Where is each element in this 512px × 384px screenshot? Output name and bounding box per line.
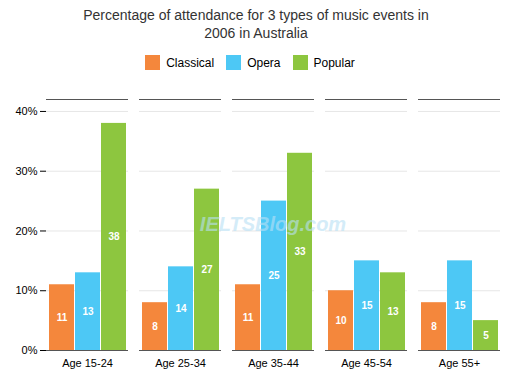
svg-text:40%: 40%: [15, 105, 37, 117]
svg-text:30%: 30%: [15, 165, 37, 177]
svg-text:10%: 10%: [15, 285, 37, 297]
svg-text:Age 25-34: Age 25-34: [155, 358, 206, 370]
svg-text:20%: 20%: [15, 225, 37, 237]
svg-text:Age 55+: Age 55+: [439, 358, 480, 370]
svg-text:Age 35-44: Age 35-44: [248, 358, 299, 370]
svg-text:11: 11: [57, 312, 68, 323]
svg-text:8: 8: [431, 321, 437, 332]
svg-text:0%: 0%: [22, 344, 38, 356]
svg-text:27: 27: [201, 264, 213, 275]
html-text:Percentage of attendance for 3: Percentage of attendance for 3 types of …: [83, 7, 429, 42]
svg-text:13: 13: [387, 306, 399, 317]
svg-text:25: 25: [268, 270, 280, 281]
svg-text:15: 15: [361, 300, 373, 311]
svg-text:33: 33: [294, 246, 306, 257]
svg-text:13: 13: [82, 306, 94, 317]
svg-text:15: 15: [454, 300, 466, 311]
svg-text:38: 38: [108, 232, 120, 243]
html-text:IELTSBlog.com: IELTSBlog.com: [199, 213, 347, 236]
svg-text:14: 14: [175, 303, 187, 314]
svg-text:11: 11: [243, 312, 254, 323]
svg-text:10: 10: [335, 315, 347, 326]
svg-text:Age 45-54: Age 45-54: [341, 358, 392, 370]
html-text:Opera: Opera: [247, 55, 281, 70]
html-text:Classical: Classical: [166, 55, 215, 70]
html-text:Popular: Popular: [313, 55, 355, 70]
svg-text:Age 15-24: Age 15-24: [62, 358, 113, 370]
svg-text:5: 5: [483, 330, 489, 341]
svg-text:8: 8: [152, 321, 158, 332]
